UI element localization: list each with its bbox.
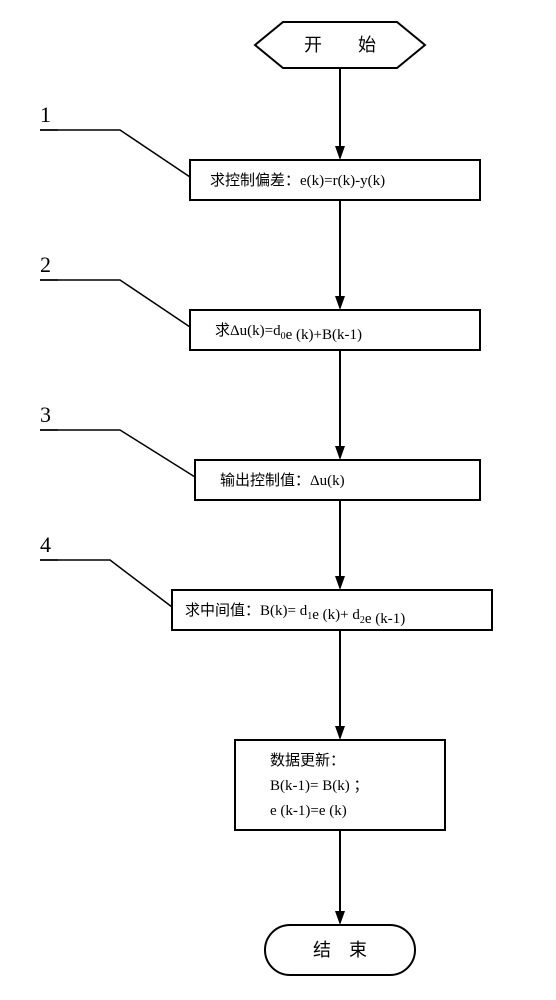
callout-line-3	[40, 430, 195, 477]
update-title: 数据更新：	[270, 752, 345, 769]
step-text-4: 求中间值：B(k)= d1e (k)+ d2e (k-1)	[185, 602, 405, 627]
callout-line-1	[40, 130, 190, 177]
start-label: 开 始	[304, 35, 376, 55]
callout-line-4	[40, 560, 172, 607]
end-label: 结 束	[313, 940, 367, 960]
callout-label-1: 1	[40, 102, 51, 127]
step-text-2: 求Δu(k)=d0e (k)+B(k-1)	[215, 322, 362, 343]
update-line2: e (k-1)=e (k)	[270, 803, 347, 819]
callout-label-3: 3	[40, 402, 51, 427]
flowchart-canvas: 开 始 1 求控制偏差：e(k)=r(k)-y(k) 2 求Δu(k)=d0e (k)+…	[0, 0, 556, 1000]
callout-label-2: 2	[40, 252, 51, 277]
step-text-1: 求控制偏差：e(k)=r(k)-y(k)	[210, 172, 385, 189]
callout-label-4: 4	[40, 532, 51, 557]
update-line1: B(k-1)= B(k) ；	[270, 778, 368, 794]
step-text-3: 输出控制值：Δu(k)	[220, 472, 345, 489]
callout-line-2	[40, 280, 190, 327]
